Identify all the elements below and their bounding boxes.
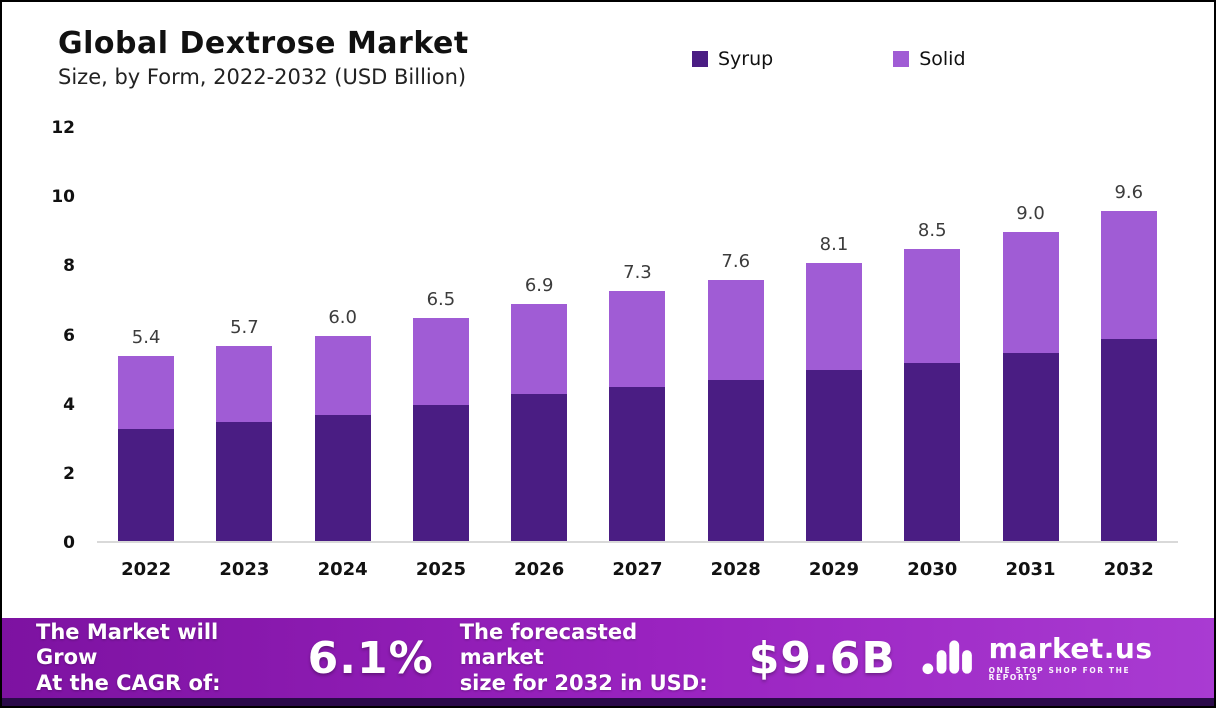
y-tick-label-2: 2 [63,463,75,484]
bar-column-2030: 8.5 2030 [904,128,961,580]
legend-label: Syrup [718,48,774,70]
bar-total-label-2030: 8.5 [917,220,947,242]
plot-area: 0 2 4 6 8 10 12 5.4 2022 5.7 2023 6.0 2024 6.5 2025 6.… [51,119,1178,580]
bar-column-2024: 6.0 2024 [314,128,371,580]
bar-column-2025: 6.5 2025 [412,128,469,580]
x-tick-label-2027: 2027 [612,559,663,580]
chart-card: Global Dextrose Market Size, by Form, 20… [2,2,1214,618]
legend-item-solid: Solid [893,48,966,70]
bar-total-label-2031: 9.0 [1016,202,1045,224]
market-us-logo: market.us ONE STOP SHOP FOR THE REPORTS [922,631,1180,682]
bar-segment-solid-2032 [1100,211,1157,339]
y-tick-label-6: 6 [63,325,75,346]
bar-segment-solid-2026 [511,304,568,395]
bar-segment-solid-2023 [216,345,273,422]
bar-segment-solid-2025 [412,318,469,405]
bar-column-2027: 7.3 2027 [609,128,666,580]
bar-segment-syrup-2028 [707,380,764,543]
x-tick-label-2032: 2032 [1103,559,1154,580]
bar-segment-syrup-2029 [805,370,862,543]
bar-segment-syrup-2024 [314,415,371,543]
bar-segment-syrup-2027 [609,387,666,543]
bar-total-label-2025: 6.5 [426,289,456,311]
bar-column-2022: 5.4 2022 [118,128,175,580]
bar-segment-solid-2024 [314,335,371,416]
bar-segment-syrup-2032 [1100,338,1157,543]
banner: The Market will Grow At the CAGR of: 6.1… [2,618,1214,698]
bar-segment-syrup-2025 [412,404,469,543]
x-tick-label-2031: 2031 [1005,559,1056,580]
x-tick-label-2024: 2024 [317,559,368,580]
x-tick-label-2029: 2029 [808,559,860,580]
y-tick-label-12: 12 [51,118,75,138]
bar-column-2032: 9.6 2032 [1100,128,1157,580]
x-tick-label-2023: 2023 [219,559,270,580]
bar-total-label-2032: 9.6 [1114,182,1144,204]
cagr-label: The Market will Grow At the CAGR of: [36,620,282,696]
x-tick-label-2022: 2022 [121,559,172,580]
chart-header: Global Dextrose Market Size, by Form, 20… [58,26,469,89]
bottom-strip [2,698,1214,706]
page-title: Global Dextrose Market [58,26,469,61]
bars-container: 5.4 2022 5.7 2023 6.0 2024 6.5 2025 6.9 2026 7.3 20… [97,128,1178,580]
bar-column-2028: 7.6 2028 [707,128,764,580]
bar-total-label-2024: 6.0 [328,306,357,328]
x-tick-label-2028: 2028 [710,559,761,580]
bar-column-2031: 9.0 2031 [1002,128,1059,580]
bar-segment-solid-2022 [118,356,175,429]
bar-segment-solid-2028 [707,280,764,381]
forecast-label-line1: The forecasted market [459,620,638,670]
cagr-label-line1: The Market will Grow [36,620,219,670]
bar-segment-syrup-2023 [216,421,273,543]
x-tick-label-2025: 2025 [415,559,466,580]
legend-swatch-solid [893,51,910,67]
y-tick-label-8: 8 [63,256,75,277]
legend-swatch-syrup [692,51,708,67]
forecast-label-line2: size for 2032 in USD: [459,670,708,695]
y-tick-label-4: 4 [63,394,75,415]
legend-item-syrup: Syrup [692,48,773,70]
forecast-value: $9.6B [748,632,896,684]
cagr-label-line2: At the CAGR of: [36,670,221,695]
bar-segment-solid-2030 [904,249,961,364]
bar-segment-solid-2029 [805,262,862,371]
bar-segment-syrup-2031 [1002,352,1059,543]
bar-segment-solid-2031 [1002,231,1059,353]
y-tick-label-0: 0 [63,533,75,553]
y-tick-label-10: 10 [51,187,75,208]
logo-text-block: market.us ONE STOP SHOP FOR THE REPORTS [988,631,1180,682]
bar-segment-syrup-2022 [118,428,175,543]
logo-name: market.us [988,631,1153,665]
cagr-value: 6.1% [307,632,434,684]
bar-column-2026: 6.9 2026 [511,128,568,580]
bar-total-label-2028: 7.6 [721,251,751,273]
bar-column-2029: 8.1 2029 [805,128,862,580]
bar-total-label-2023: 5.7 [230,316,259,338]
bar-total-label-2026: 6.9 [524,275,554,297]
market-us-logo-icon [922,640,972,675]
x-tick-label-2026: 2026 [514,559,565,580]
bar-total-label-2027: 7.3 [623,261,652,283]
bar-total-label-2022: 5.4 [131,327,161,349]
logo-tagline: ONE STOP SHOP FOR THE REPORTS [988,665,1131,682]
bar-segment-syrup-2030 [904,363,961,543]
x-tick-label-2030: 2030 [907,559,958,580]
bar-total-label-2029: 8.1 [819,233,849,255]
y-axis: 0 2 4 6 8 10 12 [37,119,81,552]
bar-segment-solid-2027 [609,290,666,388]
bar-segment-syrup-2026 [511,394,568,543]
x-axis-baseline [97,541,1178,543]
legend: Syrup Solid [692,48,966,70]
page-subtitle: Size, by Form, 2022-2032 (USD Billion) [58,65,467,89]
bar-column-2023: 5.7 2023 [216,128,273,580]
forecast-label: The forecasted market size for 2032 in U… [460,620,723,696]
legend-label: Solid [919,48,966,70]
